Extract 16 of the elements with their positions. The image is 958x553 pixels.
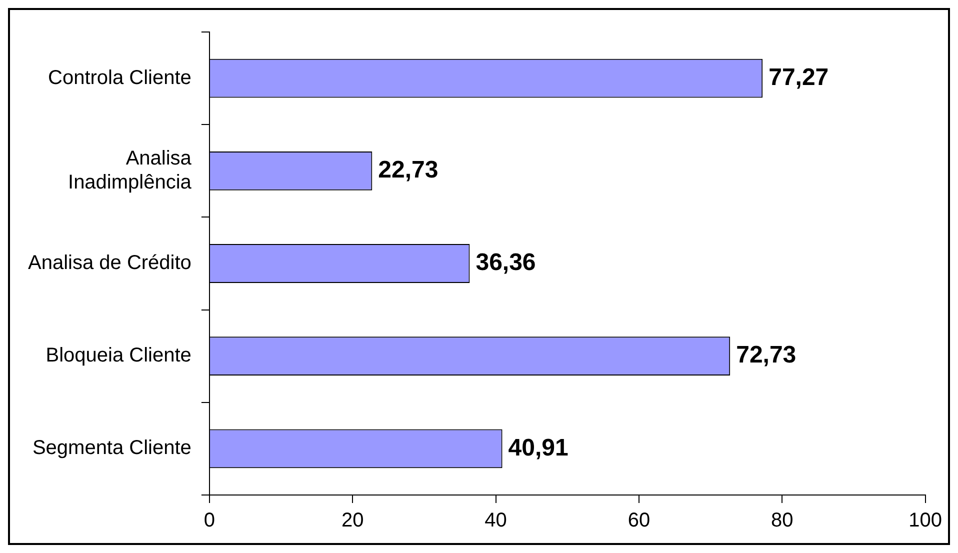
data-label: 40,91 <box>508 434 568 462</box>
x-tick-label: 100 <box>908 510 942 532</box>
x-tick-label: 40 <box>484 510 507 532</box>
x-tick-label: 20 <box>341 510 364 532</box>
y-tick-label: Analisa de Crédito <box>28 252 192 274</box>
data-label: 22,73 <box>378 156 438 184</box>
y-tick-label: Controla Cliente <box>48 66 192 89</box>
data-label: 72,73 <box>736 342 796 369</box>
x-tick-label: 0 <box>204 510 215 532</box>
x-tick-label: 60 <box>628 510 650 532</box>
y-tick-label: Analisa Inadimplência <box>68 147 192 194</box>
x-tick-label: 80 <box>771 510 794 532</box>
y-tick-label: Bloqueia Cliente <box>46 344 192 367</box>
y-tick-label: Segmenta Cliente <box>32 437 192 460</box>
data-label: 77,27 <box>768 64 829 91</box>
data-label: 36,36 <box>476 249 536 276</box>
